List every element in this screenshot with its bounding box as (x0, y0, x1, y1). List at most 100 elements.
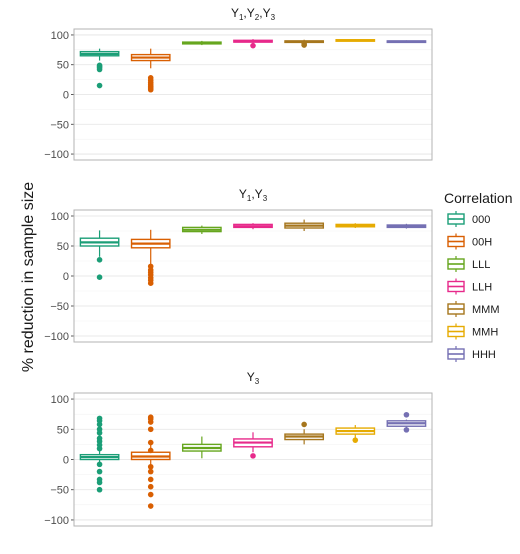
title-separator: , (251, 187, 254, 201)
box-HHH (386, 40, 427, 44)
outlier-point (147, 280, 154, 287)
y-tick-label: −50 (50, 119, 69, 131)
outlier-point (301, 41, 307, 47)
legend-item-label: LLH (472, 282, 492, 294)
box-MMH (335, 39, 376, 42)
legend-item-MMM: MMM (446, 300, 500, 318)
box-LLL (181, 40, 222, 46)
outlier-point (147, 447, 154, 454)
panel-border (73, 392, 433, 527)
title-subscript: 3 (271, 13, 276, 22)
outlier-point (96, 468, 103, 475)
panel-title: Y3 (247, 370, 260, 386)
title-subscript: 2 (255, 13, 260, 22)
outlier-point (147, 463, 154, 470)
grid (74, 398, 432, 521)
box-LLL (181, 225, 222, 234)
outlier-point (96, 445, 103, 452)
outlier-point (147, 503, 154, 509)
panel-title: Y1,Y3 (239, 187, 268, 203)
legend-item-LLH: LLH (446, 277, 492, 296)
chart-panels: Y1,Y2,Y3100500−50−100Y1,Y3100500−50−100Y… (44, 6, 433, 527)
outlier-point (250, 42, 256, 49)
title-subscript: 3 (255, 377, 260, 386)
y-tick-label: 0 (63, 455, 69, 467)
panel-title: Y1,Y2,Y3 (231, 6, 276, 22)
y-tick-label: 50 (57, 60, 69, 72)
outlier-point (96, 274, 103, 281)
box-HHH (386, 411, 427, 433)
title-separator: , (243, 6, 246, 20)
legend-item-MMH: MMH (446, 322, 498, 341)
box-MMH (335, 425, 376, 443)
panel-border (73, 209, 433, 343)
title-base: Y (247, 370, 255, 384)
legend: Correlation 000 00H LLL LLH MMM MMH HHH (444, 190, 512, 363)
legend-item-LLL: LLL (446, 255, 490, 273)
legend-item-000: 000 (446, 210, 490, 228)
grid (74, 34, 432, 155)
outlier-point (301, 421, 307, 428)
y-tick-label: 0 (63, 90, 69, 102)
box-000 (79, 230, 120, 281)
box-00H (130, 48, 171, 93)
y-tick-label: −50 (50, 301, 69, 313)
outlier-point (352, 437, 359, 443)
box-HHH (386, 223, 427, 229)
outlier-point (96, 461, 103, 468)
outlier-point (147, 476, 154, 483)
y-tick-label: −100 (44, 149, 69, 161)
title-separator: , (259, 6, 262, 20)
outlier-point (96, 66, 103, 73)
y-tick-label: −100 (44, 515, 69, 527)
outlier-point (147, 426, 154, 433)
legend-item-label: MMM (472, 304, 500, 316)
box-000 (79, 415, 120, 493)
title-base: Y (255, 187, 263, 201)
legend-item-label: MMH (472, 327, 498, 339)
box-000 (79, 48, 120, 89)
title-base: Y (247, 6, 255, 20)
y-tick-label: 100 (51, 30, 69, 42)
y-tick-label: −100 (44, 331, 69, 343)
y-tick-label: 50 (57, 424, 69, 436)
outlier-point (403, 411, 410, 418)
outlier-point (250, 453, 256, 459)
title-subscript: 1 (239, 13, 244, 22)
box-MMM (284, 421, 325, 445)
box-MMH (335, 223, 376, 228)
outlier-point (96, 257, 103, 263)
outlier-point (403, 427, 410, 433)
legend-title: Correlation (444, 190, 512, 206)
title-base: Y (239, 187, 247, 201)
outlier-point (96, 486, 103, 493)
y-tick-label: 0 (63, 271, 69, 283)
outlier-point (147, 86, 154, 93)
panel-border (73, 28, 433, 161)
legend-item-label: HHH (472, 349, 496, 361)
y-tick-label: −50 (50, 485, 69, 497)
outlier-point (147, 439, 154, 446)
legend-item-label: 000 (472, 214, 490, 226)
outlier-point (147, 483, 154, 490)
title-subscript: 1 (247, 194, 252, 203)
box-00H (130, 229, 171, 287)
legend-item-HHH: HHH (446, 345, 496, 363)
box-LLH (233, 432, 273, 459)
outlier-point (96, 82, 103, 89)
box-LLH (233, 223, 273, 230)
box-LLH (233, 39, 273, 49)
legend-item-label: LLL (472, 259, 490, 271)
box-MMM (284, 39, 325, 48)
y-axis-label: % reduction in sample size (20, 182, 37, 372)
y-tick-label: 100 (51, 394, 69, 406)
outlier-point (96, 421, 103, 428)
outlier-point (96, 430, 103, 436)
y-tick-label: 50 (57, 241, 69, 253)
legend-item-label: 00H (472, 237, 492, 249)
outlier-point (147, 468, 154, 475)
title-base: Y (231, 6, 239, 20)
